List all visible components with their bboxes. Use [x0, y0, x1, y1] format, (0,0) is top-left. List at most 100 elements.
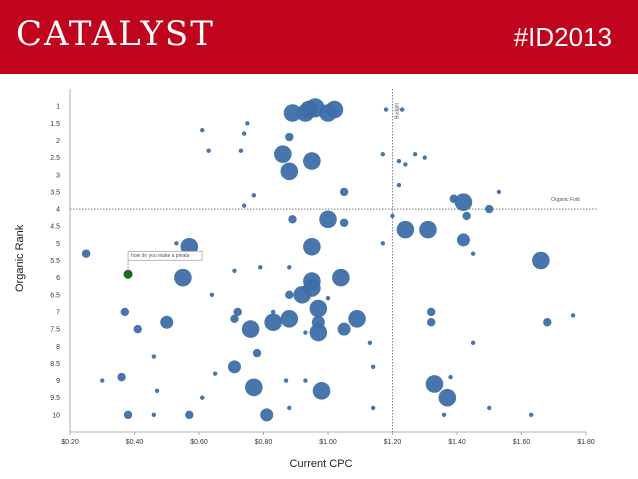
data-point	[370, 405, 376, 411]
data-point	[390, 213, 395, 219]
data-point	[543, 318, 552, 327]
data-point	[441, 412, 447, 418]
y-tick-label: 5.5	[50, 258, 60, 265]
data-point	[252, 348, 262, 358]
data-point	[348, 310, 366, 328]
data-point	[123, 410, 133, 420]
x-axis-label: Current CPC	[289, 458, 353, 470]
y-tick-label: 3	[56, 172, 60, 179]
data-point	[438, 388, 457, 407]
data-point	[370, 364, 376, 370]
y-tick-label: 2.5	[50, 155, 60, 162]
reference-lines: Budget Organic Fold	[70, 89, 598, 432]
data-point	[238, 148, 244, 153]
data-point	[485, 204, 494, 214]
data-point	[319, 210, 337, 229]
data-point	[258, 265, 263, 270]
data-point	[227, 360, 241, 374]
data-point	[425, 375, 444, 393]
data-point	[230, 314, 239, 324]
x-tick-label: $0.60	[190, 439, 208, 446]
data-point	[280, 162, 299, 181]
x-tick-label: $1.20	[384, 439, 402, 446]
data-point	[532, 251, 550, 270]
data-point	[380, 241, 386, 246]
x-tick-label: $1.60	[513, 439, 531, 446]
x-tick-label: $1.80	[577, 439, 595, 446]
data-point	[280, 310, 299, 328]
data-point	[470, 340, 476, 346]
data-point	[496, 189, 502, 195]
y-tick-label: 7	[56, 309, 60, 316]
y-tick-label: 1	[56, 104, 60, 111]
data-point	[283, 378, 289, 383]
data-point	[339, 187, 349, 197]
data-point	[303, 237, 321, 256]
data-point	[570, 313, 576, 318]
data-point	[120, 307, 130, 317]
data-point	[251, 193, 257, 198]
data-point	[285, 132, 294, 142]
data-point	[174, 241, 179, 246]
data-point	[151, 412, 157, 418]
y-tick-label: 8	[56, 344, 60, 351]
data-point	[293, 286, 312, 304]
data-point	[200, 395, 205, 400]
data-point	[427, 318, 436, 327]
highlight-group: how do you make a pinata	[123, 250, 203, 279]
y-tick-label: 4	[56, 207, 60, 214]
highlight-callout-box	[127, 250, 203, 261]
data-point	[309, 299, 328, 318]
data-point	[232, 268, 237, 273]
y-tick-label: 6	[56, 275, 60, 282]
data-point	[245, 378, 263, 397]
header-bar: CATALYST #ID2013	[0, 0, 638, 74]
x-axis-label-wrap: Current CPC	[0, 458, 638, 470]
data-point	[462, 211, 471, 221]
data-point	[399, 107, 405, 112]
data-point	[245, 121, 250, 126]
data-point	[270, 309, 276, 315]
y-tick-label: 9	[56, 378, 60, 385]
data-point	[274, 145, 292, 163]
data-point	[212, 371, 218, 376]
data-point	[419, 220, 437, 239]
data-point	[337, 322, 351, 336]
y-tick-label: 8.5	[50, 361, 60, 368]
data-point	[241, 203, 247, 208]
data-point	[470, 251, 476, 256]
data-point	[380, 151, 386, 157]
data-point	[174, 268, 192, 287]
data-point	[325, 296, 331, 301]
data-point	[528, 412, 534, 418]
tick-labels: $0.20 $0.40 $0.60 $0.80 $1.00 $1.20 $1.40 $1.60…	[50, 104, 595, 446]
data-point	[260, 408, 274, 422]
x-tick-label: $1.40	[448, 439, 466, 446]
data-point	[160, 315, 174, 329]
data-point	[100, 378, 105, 383]
data-point	[154, 388, 160, 394]
x-tick-label: $0.20	[61, 439, 79, 446]
organic-fold-label: Organic Fold	[551, 197, 580, 203]
y-axis-label: Organic Rank	[14, 224, 26, 292]
data-point	[303, 152, 321, 170]
y-tick-label: 6.5	[50, 292, 60, 299]
data-point	[241, 320, 260, 338]
data-point	[200, 127, 205, 133]
data-point	[81, 249, 91, 258]
data-point	[151, 354, 157, 359]
data-point	[339, 218, 349, 227]
data-point	[456, 233, 470, 247]
event-hashtag: #ID2013	[513, 22, 612, 52]
data-point	[287, 405, 292, 411]
x-tick-label: $1.00	[319, 439, 337, 446]
data-point	[283, 104, 302, 122]
y-tick-label: 9.5	[50, 395, 60, 402]
y-tick-label: 2	[56, 138, 60, 145]
data-point	[287, 265, 292, 270]
data-point	[206, 148, 211, 153]
data-point	[412, 151, 418, 157]
data-point	[422, 155, 427, 160]
x-tick-label: $0.40	[126, 439, 144, 446]
data-point	[367, 340, 373, 346]
